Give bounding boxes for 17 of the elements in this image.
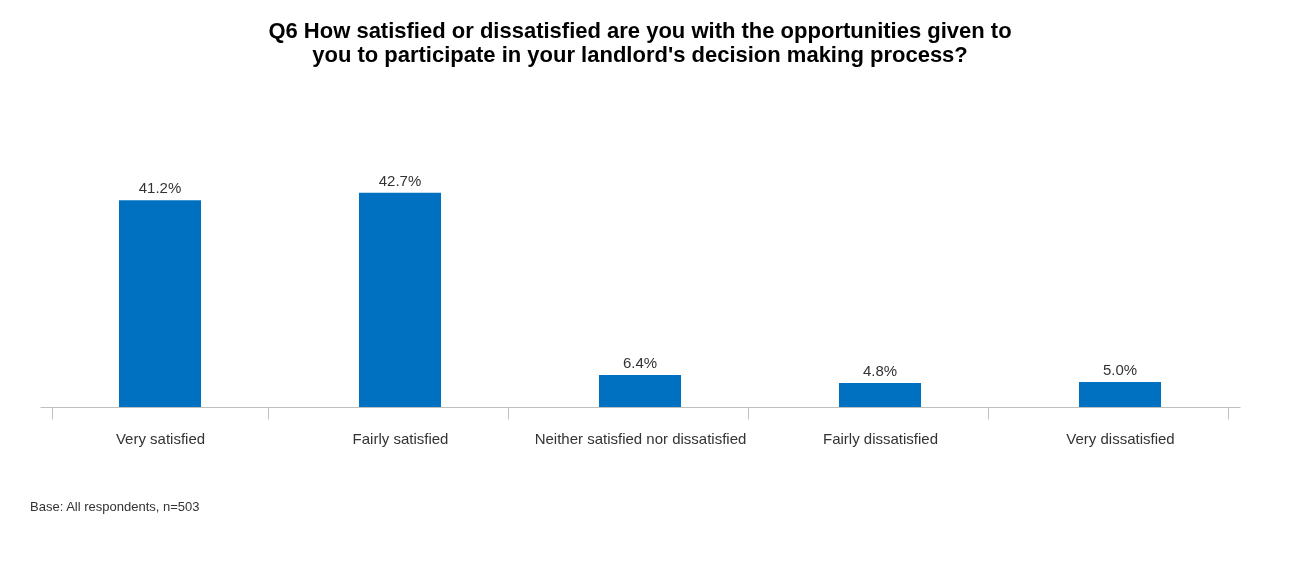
x-tick-label: Very dissatisfied (1066, 429, 1175, 447)
bar (1079, 381, 1161, 407)
x-tick-label: Fairly satisfied (352, 429, 449, 447)
data-label: 42.7% (378, 171, 422, 189)
data-label: 6.4% (622, 353, 658, 371)
x-tick-label: Fairly dissatisfied (822, 429, 939, 447)
text: Base: All respondents, n=503 (30, 499, 200, 514)
data-label: 4.8% (862, 361, 898, 379)
chart-title: Q6 How satisfied or dissatisfied are you with the opportunities given to you to participate in your landlord's decision making process? (268, 18, 1012, 67)
bar (599, 374, 681, 407)
data-label: 41.2% (138, 179, 182, 197)
x-tick-label: Neither satisfied nor dissatisfied (534, 429, 747, 447)
x-tick-label: Very satisfied (115, 429, 206, 447)
bar (359, 192, 441, 407)
bar (839, 382, 921, 407)
data-label: 5.0% (1102, 360, 1138, 378)
bar (119, 200, 201, 407)
